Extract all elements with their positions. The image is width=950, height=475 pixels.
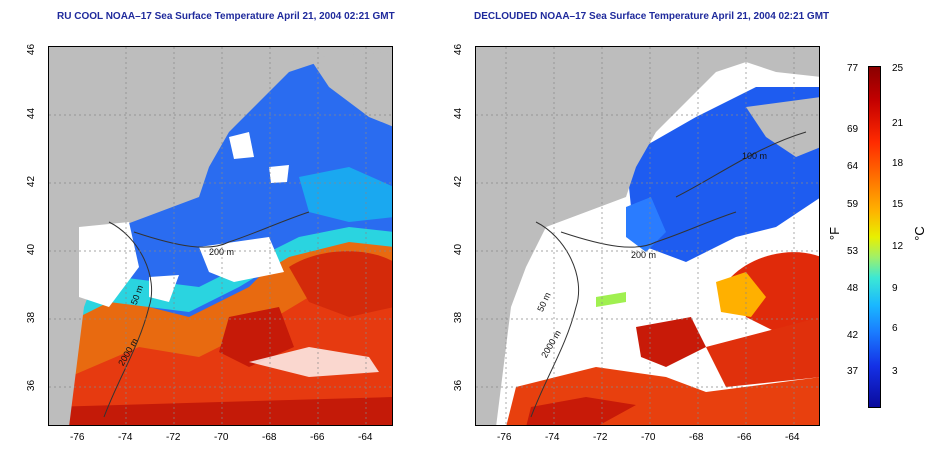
left-x-tick-label: -72 — [166, 432, 181, 443]
left-y-tick-label: 42 — [26, 175, 38, 188]
right-y-tick-label: 42 — [453, 175, 465, 188]
left-x-tick-label: -68 — [262, 432, 277, 443]
temperature-colorbar — [868, 66, 881, 408]
right-x-tick-label: -70 — [641, 432, 656, 443]
colorbar-fahrenheit-label: 53 — [847, 246, 859, 257]
left-contour-200m: 200 m — [209, 247, 235, 257]
left-y-tick-label: 44 — [26, 107, 38, 120]
right-y-tick-label: 40 — [453, 243, 465, 256]
right-x-tick-label: -76 — [497, 432, 512, 443]
right-sst-map: 100 m 200 m 50 m 2000 m — [475, 46, 820, 426]
right-x-tick-label: -66 — [737, 432, 752, 443]
left-y-tick-label: 38 — [26, 311, 38, 324]
colorbar-fahrenheit-label: 69 — [847, 124, 859, 135]
right-x-tick-label: -64 — [785, 432, 800, 443]
left-y-tick-label: 46 — [26, 43, 38, 56]
colorbar-celsius-label: 12 — [892, 241, 904, 252]
left-y-tick-label: 36 — [26, 379, 38, 392]
right-x-tick-label: -72 — [593, 432, 608, 443]
colorbar-celsius-label: 3 — [892, 366, 898, 377]
right-contour-200m: 200 m — [631, 250, 657, 260]
colorbar-fahrenheit-label: 48 — [847, 283, 859, 294]
colorbar-celsius-label: 18 — [892, 158, 904, 169]
colorbar-fahrenheit-label: 64 — [847, 161, 859, 172]
left-map-canvas — [49, 47, 392, 425]
right-y-tick-label: 38 — [453, 311, 465, 324]
left-x-tick-label: -64 — [358, 432, 373, 443]
colorbar-celsius-label: 25 — [892, 63, 904, 74]
left-y-tick-label: 40 — [26, 243, 38, 256]
left-x-tick-label: -76 — [70, 432, 85, 443]
right-x-tick-label: -68 — [689, 432, 704, 443]
right-map-title: DECLOUDED NOAA–17 Sea Surface Temperatur… — [474, 11, 830, 22]
left-x-tick-label: -74 — [118, 432, 133, 443]
celsius-unit-label: °C — [911, 226, 927, 241]
right-contour-100m: 100 m — [742, 151, 768, 161]
right-y-tick-label: 44 — [453, 107, 465, 120]
colorbar-fahrenheit-label: 59 — [847, 199, 859, 210]
left-map-title: RU COOL NOAA–17 Sea Surface Temperature … — [57, 11, 395, 22]
colorbar-celsius-label: 21 — [892, 118, 904, 129]
right-y-tick-label: 46 — [453, 43, 465, 56]
colorbar-fahrenheit-label: 77 — [847, 63, 859, 74]
right-y-tick-label: 36 — [453, 379, 465, 392]
left-sst-map: 50 m 2000 m 200 m — [48, 46, 393, 426]
right-x-tick-label: -74 — [545, 432, 560, 443]
colorbar-celsius-label: 9 — [892, 283, 898, 294]
colorbar-fahrenheit-label: 42 — [847, 330, 859, 341]
fahrenheit-unit-label: °F — [827, 226, 843, 241]
colorbar-celsius-label: 15 — [892, 199, 904, 210]
right-map-canvas — [476, 47, 819, 425]
colorbar-fahrenheit-label: 37 — [847, 366, 859, 377]
colorbar-celsius-label: 6 — [892, 323, 898, 334]
left-x-tick-label: -70 — [214, 432, 229, 443]
left-x-tick-label: -66 — [310, 432, 325, 443]
